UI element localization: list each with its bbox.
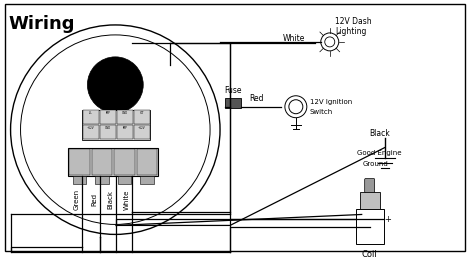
Ellipse shape <box>87 57 143 113</box>
Bar <box>140 176 154 184</box>
Bar <box>117 110 133 124</box>
Text: White: White <box>283 34 305 43</box>
Bar <box>134 110 150 124</box>
Text: 12V Dash: 12V Dash <box>335 17 372 27</box>
Text: IMP: IMP <box>105 112 110 115</box>
Text: Black: Black <box>370 129 391 138</box>
Text: Red: Red <box>91 193 97 206</box>
Text: IGT: IGT <box>139 112 144 115</box>
Text: Switch: Switch <box>310 109 333 115</box>
Text: +12V: +12V <box>87 126 95 131</box>
Bar <box>356 210 383 244</box>
Text: Green: Green <box>73 189 80 210</box>
Bar <box>83 125 99 139</box>
Bar <box>360 192 380 210</box>
Bar <box>83 110 99 124</box>
Bar <box>92 149 112 174</box>
Text: Red: Red <box>249 94 264 103</box>
Bar <box>100 110 116 124</box>
Text: +12V: +12V <box>138 126 146 131</box>
Text: 12V Ignition: 12V Ignition <box>310 99 352 105</box>
Text: +: + <box>384 215 391 224</box>
Bar <box>82 110 150 140</box>
Text: White: White <box>123 189 129 210</box>
Bar <box>68 148 158 176</box>
Text: IMP: IMP <box>122 126 127 131</box>
FancyBboxPatch shape <box>365 179 374 192</box>
Bar <box>118 176 131 184</box>
Text: Good Engine: Good Engine <box>357 150 401 156</box>
Bar <box>69 149 90 174</box>
Bar <box>73 176 86 184</box>
Text: Fuse: Fuse <box>224 86 242 95</box>
Bar <box>225 98 241 108</box>
Text: GND: GND <box>105 126 111 131</box>
Bar <box>95 176 109 184</box>
Text: GND: GND <box>122 112 128 115</box>
Text: Lighting: Lighting <box>335 27 366 36</box>
Text: -: - <box>350 215 353 224</box>
Text: Wiring: Wiring <box>9 15 75 33</box>
Bar <box>117 125 133 139</box>
Text: Ground: Ground <box>363 161 388 167</box>
Text: Black: Black <box>107 190 113 209</box>
Bar <box>134 125 150 139</box>
Bar <box>137 149 157 174</box>
Text: ILL: ILL <box>89 112 93 115</box>
Bar <box>100 125 116 139</box>
Text: Coil: Coil <box>362 250 378 259</box>
Bar <box>114 149 135 174</box>
